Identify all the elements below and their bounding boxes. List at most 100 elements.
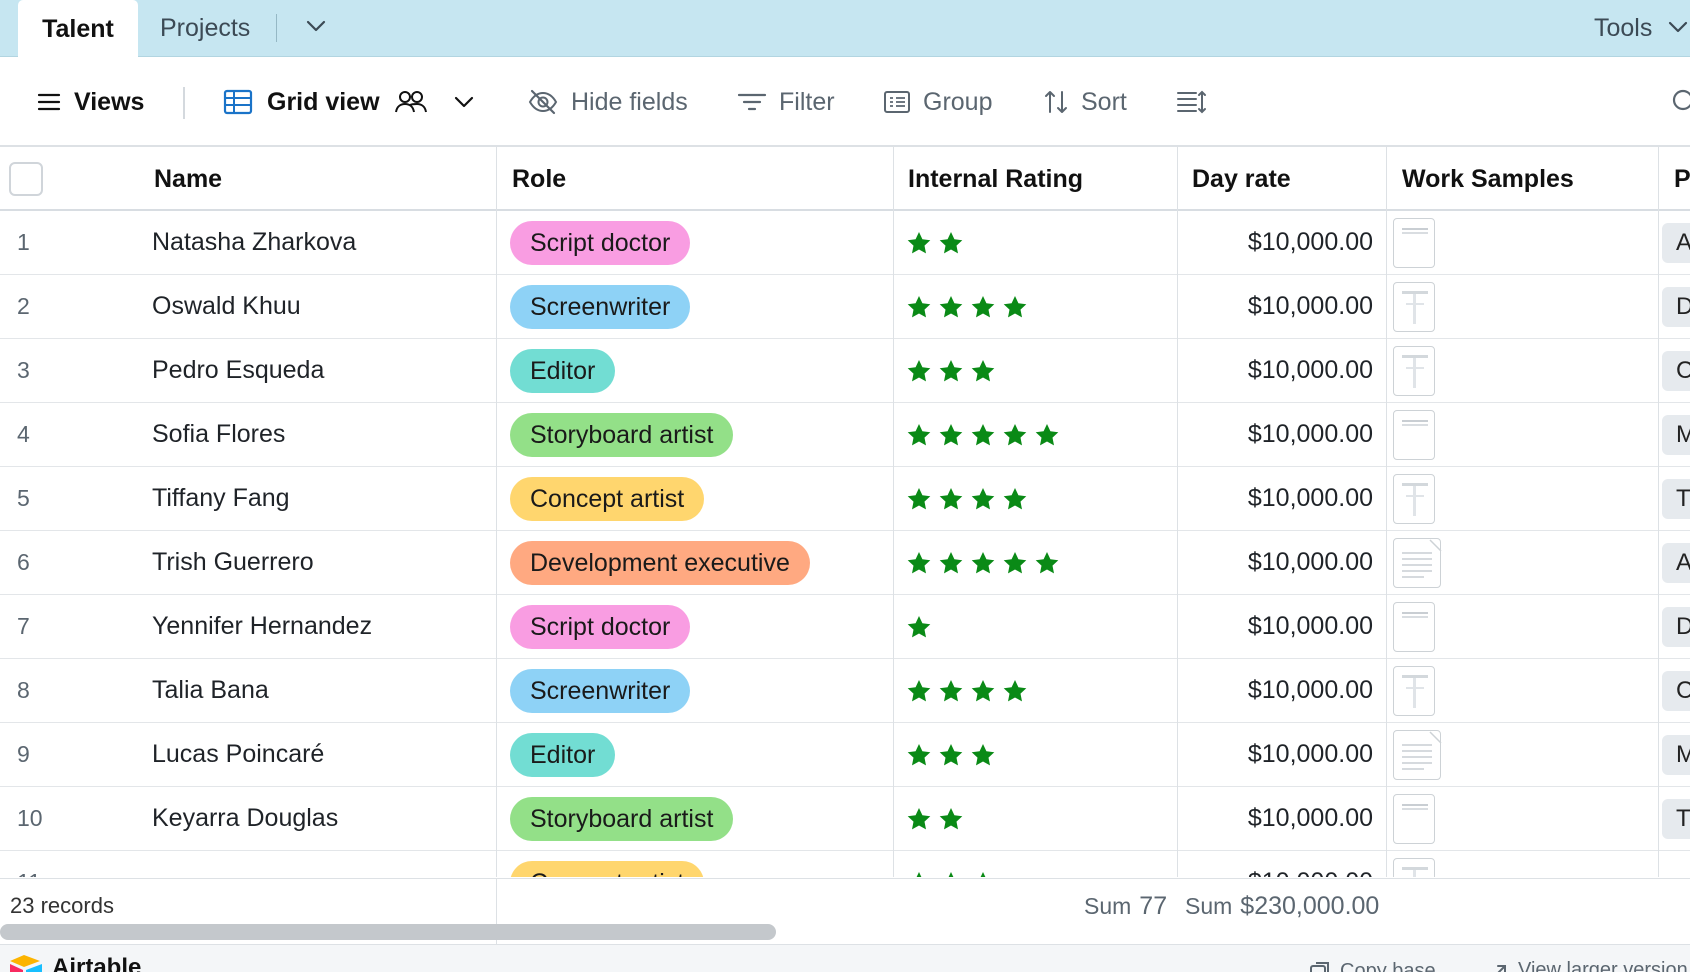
day-rate-cell[interactable]: $10,000.00 — [1183, 851, 1373, 877]
attachment-thumbnail[interactable] — [1393, 281, 1435, 332]
day-rate-cell[interactable]: $10,000.00 — [1247, 420, 1373, 448]
rating-cell[interactable] — [906, 659, 1028, 722]
work-samples-cell[interactable] — [1393, 339, 1435, 402]
table-row[interactable]: 3 Pedro Esqueda Editor $10,000.00 C — [0, 339, 1690, 403]
cut-off-cell[interactable]: D — [1662, 275, 1690, 338]
rating-cell[interactable] — [906, 275, 1028, 338]
name-cell[interactable]: Trish Guerrero — [152, 548, 314, 576]
table-row[interactable]: 9 Lucas Poincaré Editor $10,000.00 M — [0, 723, 1690, 787]
table-row[interactable]: 4 Sofia Flores Storyboard artist $10,000.00… — [0, 403, 1690, 467]
day-rate-cell[interactable]: $10,000.00 — [1247, 740, 1373, 768]
hide-fields-button[interactable]: Hide fields — [527, 57, 688, 147]
cut-off-cell[interactable]: A — [1662, 211, 1690, 274]
day-rate-cell[interactable]: $10,000.00 — [1247, 228, 1373, 256]
column-header-work-samples[interactable]: Work Samples — [1402, 164, 1574, 193]
work-samples-cell[interactable] — [1393, 403, 1435, 466]
views-button[interactable]: Views — [36, 57, 144, 147]
role-cell[interactable]: Editor — [510, 339, 616, 402]
work-samples-cell[interactable] — [1393, 659, 1435, 722]
day-rate-sum[interactable]: Sum $230,000.00 — [1185, 879, 1379, 933]
cut-off-cell[interactable]: M — [1662, 403, 1690, 466]
role-cell[interactable]: Screenwriter — [510, 275, 691, 338]
role-cell[interactable]: Concept artist — [510, 851, 705, 877]
rating-cell[interactable] — [906, 211, 964, 274]
work-samples-cell[interactable] — [1393, 275, 1435, 338]
sort-button[interactable]: Sort — [1043, 57, 1127, 147]
rating-cell[interactable] — [906, 531, 1060, 594]
day-rate-cell[interactable]: $10,000.00 — [1247, 612, 1373, 640]
row-height-button[interactable] — [1176, 57, 1208, 147]
cut-off-cell[interactable]: C — [1662, 339, 1690, 402]
attachment-thumbnail[interactable] — [1393, 793, 1435, 844]
name-cell[interactable]: Talia Bana — [152, 676, 269, 704]
cut-off-cell[interactable]: C — [1662, 659, 1690, 722]
work-samples-cell[interactable] — [1393, 723, 1442, 786]
cut-off-cell[interactable]: T — [1662, 467, 1690, 530]
table-row[interactable]: 10 Keyarra Douglas Storyboard artist $10,00… — [0, 787, 1690, 851]
cut-off-cell[interactable]: D — [1662, 595, 1690, 658]
cut-off-cell[interactable]: T — [1662, 787, 1690, 850]
rating-cell[interactable] — [906, 403, 1060, 466]
attachment-thumbnail[interactable] — [1393, 665, 1435, 716]
column-header-cut-off[interactable]: P — [1674, 164, 1690, 193]
role-cell[interactable]: Concept artist — [510, 467, 705, 530]
table-row[interactable]: 11 Concept artist $10,000.00 — [0, 851, 1690, 877]
name-cell[interactable]: Lucas Poincaré — [152, 740, 325, 768]
day-rate-cell[interactable]: $10,000.00 — [1247, 484, 1373, 512]
work-samples-cell[interactable] — [1393, 211, 1435, 274]
attachment-thumbnail[interactable] — [1393, 537, 1442, 588]
day-rate-cell[interactable]: $10,000.00 — [1247, 676, 1373, 704]
table-row[interactable]: 7 Yennifer Hernandez Script doctor $10,000.… — [0, 595, 1690, 659]
role-cell[interactable]: Script doctor — [510, 211, 691, 274]
chevron-down-icon[interactable] — [1665, 14, 1690, 40]
attachment-thumbnail[interactable] — [1393, 409, 1435, 460]
attachment-thumbnail[interactable] — [1393, 473, 1435, 524]
table-row[interactable]: 2 Oswald Khuu Screenwriter $10,000.00 D — [0, 275, 1690, 339]
role-cell[interactable]: Script doctor — [510, 595, 691, 658]
day-rate-cell[interactable]: $10,000.00 — [1247, 356, 1373, 384]
attachment-thumbnail[interactable] — [1393, 345, 1435, 396]
name-cell[interactable]: Tiffany Fang — [152, 484, 290, 512]
work-samples-cell[interactable] — [1393, 595, 1435, 658]
rating-sum[interactable]: Sum 77 — [1084, 879, 1167, 933]
work-samples-cell[interactable] — [1393, 467, 1435, 530]
column-header-internal-rating[interactable]: Internal Rating — [908, 164, 1084, 193]
grid-view-switcher[interactable]: Grid view — [223, 57, 476, 147]
role-cell[interactable]: Storyboard artist — [510, 787, 734, 850]
role-cell[interactable]: Screenwriter — [510, 659, 691, 722]
work-samples-cell[interactable] — [1393, 531, 1442, 594]
table-row[interactable]: 1 Natasha Zharkova Script doctor $10,000.00… — [0, 211, 1690, 275]
attachment-thumbnail[interactable] — [1393, 857, 1435, 877]
table-row[interactable]: 8 Talia Bana Screenwriter $10,000.00 C — [0, 659, 1690, 723]
tab-projects[interactable]: Projects — [160, 14, 251, 42]
rating-cell[interactable] — [906, 467, 1028, 530]
column-header-role[interactable]: Role — [512, 164, 567, 193]
airtable-brand[interactable]: Airtable — [8, 953, 141, 972]
name-cell[interactable]: Keyarra Douglas — [152, 804, 339, 832]
work-samples-cell[interactable] — [1393, 851, 1435, 877]
select-all-checkbox[interactable] — [9, 147, 43, 211]
name-cell[interactable]: Oswald Khuu — [152, 292, 301, 320]
role-cell[interactable]: Development executive — [510, 531, 810, 594]
tab-talent[interactable]: Talent — [18, 0, 138, 58]
work-samples-cell[interactable] — [1393, 787, 1435, 850]
view-larger-link[interactable]: View larger version — [1490, 959, 1688, 972]
group-button[interactable]: Group — [883, 57, 992, 147]
day-rate-cell[interactable]: $10,000.00 — [1247, 804, 1373, 832]
name-cell[interactable]: Sofia Flores — [152, 420, 286, 448]
table-row[interactable]: 5 Tiffany Fang Concept artist $10,000.00 T — [0, 467, 1690, 531]
filter-button[interactable]: Filter — [737, 57, 835, 147]
search-button[interactable] — [1670, 57, 1690, 147]
day-rate-cell[interactable]: $10,000.00 — [1247, 292, 1373, 320]
rating-cell[interactable] — [906, 787, 964, 850]
name-cell[interactable]: Natasha Zharkova — [152, 228, 357, 256]
column-header-name[interactable]: Name — [154, 164, 223, 193]
name-cell[interactable]: Pedro Esqueda — [152, 356, 325, 384]
attachment-thumbnail[interactable] — [1393, 601, 1435, 652]
role-cell[interactable]: Storyboard artist — [510, 403, 734, 466]
rating-cell[interactable] — [906, 851, 996, 877]
table-row[interactable]: 6 Trish Guerrero Development executive $10,… — [0, 531, 1690, 595]
rating-cell[interactable] — [906, 723, 996, 786]
column-header-day-rate[interactable]: Day rate — [1192, 164, 1291, 193]
attachment-thumbnail[interactable] — [1393, 217, 1435, 268]
